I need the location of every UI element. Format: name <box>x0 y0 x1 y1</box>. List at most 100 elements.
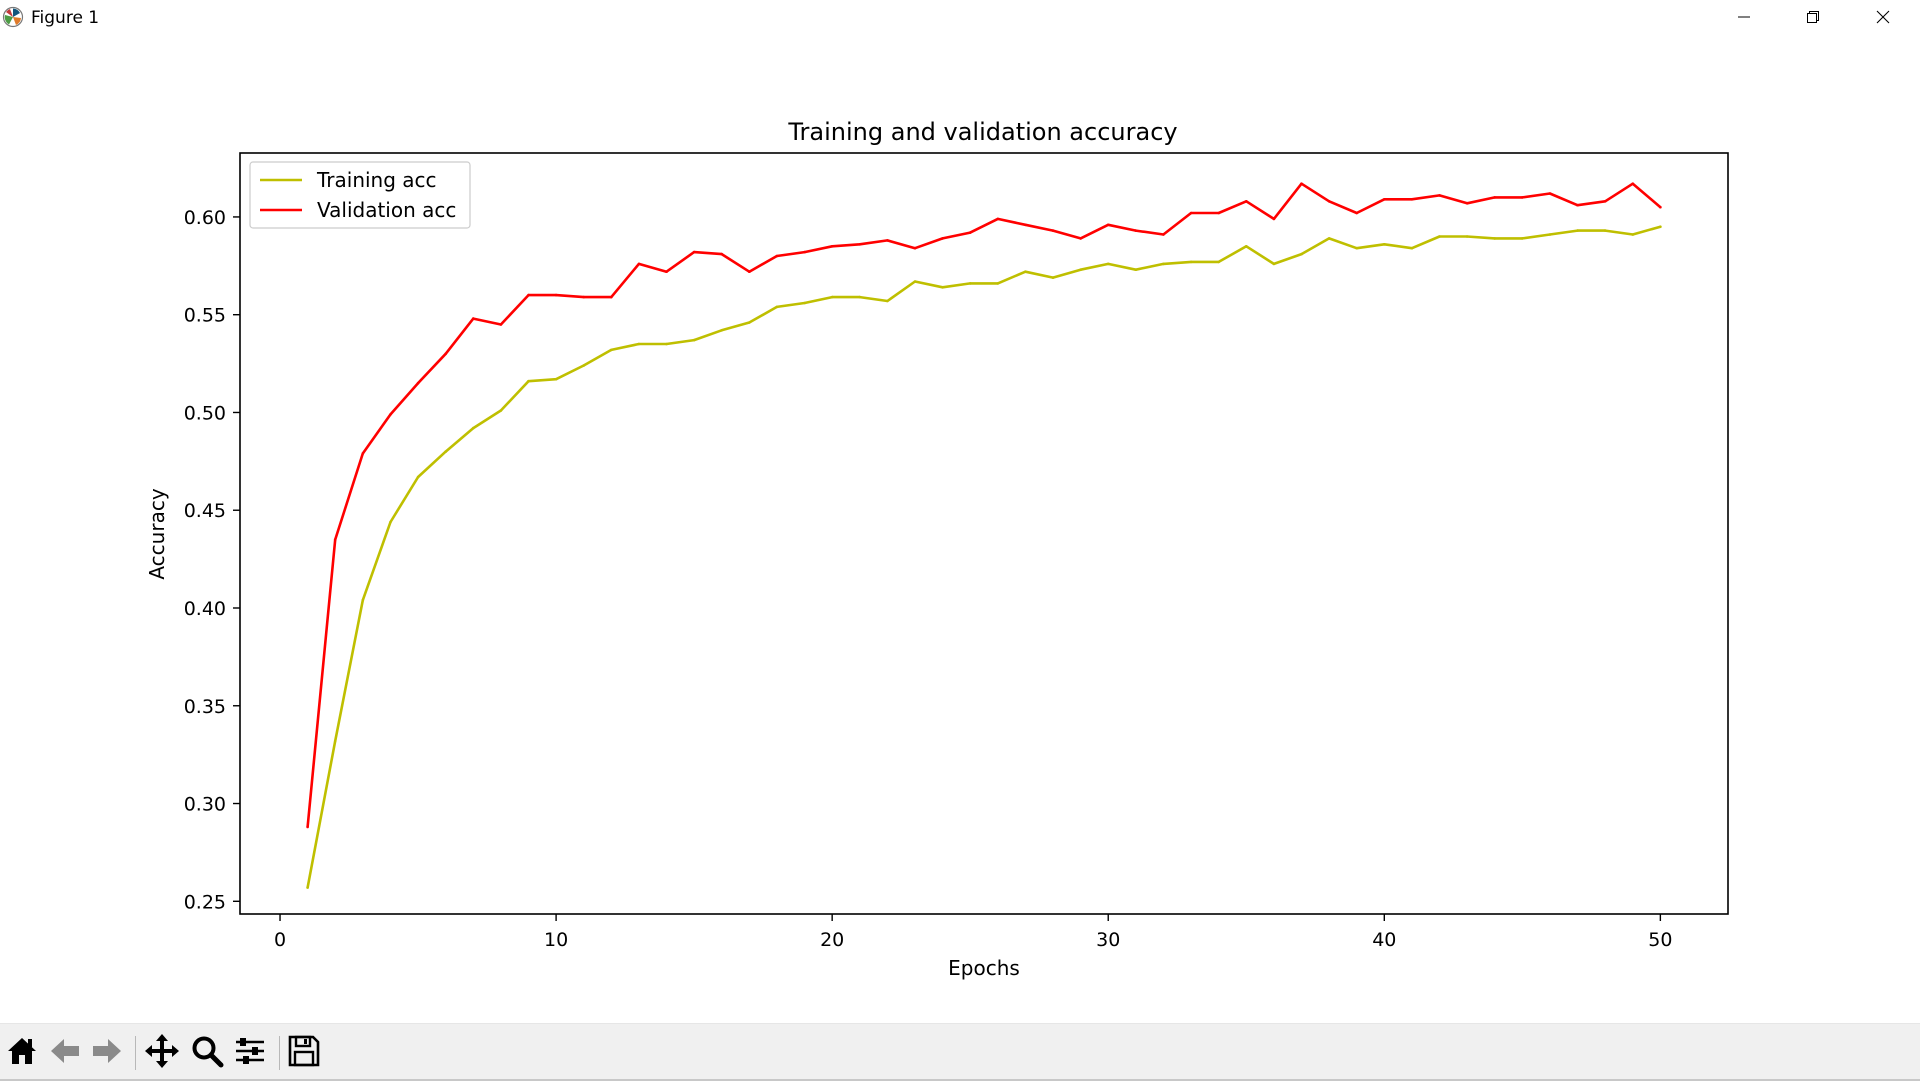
y-axis-label: Accuracy <box>145 488 169 579</box>
data-point <box>1217 260 1220 264</box>
data-point <box>913 246 917 250</box>
data-point <box>1493 196 1496 199</box>
data-point <box>361 598 365 602</box>
toolbar-separator <box>279 1036 280 1070</box>
data-point <box>1134 268 1138 272</box>
chart-title: Training and validation accuracy <box>787 118 1177 146</box>
data-point <box>1438 194 1441 197</box>
series-lines <box>306 182 1662 889</box>
data-point <box>1465 235 1469 238</box>
data-point <box>582 364 585 367</box>
y-tick-label: 0.45 <box>184 500 226 522</box>
data-point <box>968 282 972 285</box>
data-point <box>472 317 475 320</box>
x-tick-label: 40 <box>1372 929 1396 951</box>
minimize-button[interactable] <box>1714 0 1774 34</box>
data-point <box>333 538 337 541</box>
pan-button[interactable] <box>142 1033 182 1073</box>
data-point <box>1189 260 1193 264</box>
x-tick-label: 50 <box>1648 929 1672 951</box>
back-arrow-icon <box>48 1034 82 1072</box>
data-point <box>886 299 889 303</box>
data-point <box>1576 229 1579 232</box>
data-point <box>941 237 944 240</box>
data-point <box>1659 225 1662 228</box>
data-point <box>1162 233 1165 236</box>
zoom-icon <box>190 1034 224 1072</box>
data-point <box>748 270 751 274</box>
accuracy-chart: Training and validation accuracy 0 10 20 30… <box>145 118 1729 980</box>
data-point <box>720 329 723 332</box>
y-tick-label: 0.60 <box>184 207 226 229</box>
data-point <box>306 825 309 829</box>
data-point <box>444 352 448 356</box>
data-point <box>1383 243 1386 246</box>
y-tick-label: 0.25 <box>184 891 226 913</box>
data-point <box>1245 200 1248 203</box>
save-button[interactable] <box>284 1033 324 1073</box>
data-point <box>1548 192 1552 195</box>
data-point <box>389 413 392 416</box>
home-button[interactable] <box>2 1033 42 1073</box>
data-point <box>1079 237 1082 240</box>
data-point <box>858 295 862 299</box>
data-point <box>499 409 503 412</box>
restore-button[interactable] <box>1783 0 1843 34</box>
forward-arrow-icon <box>90 1034 124 1072</box>
data-point <box>1438 235 1441 238</box>
data-point <box>1272 262 1276 266</box>
data-point <box>637 262 641 266</box>
data-point <box>1051 276 1055 279</box>
data-point <box>1383 198 1386 201</box>
toolbar-separator <box>135 1036 136 1070</box>
data-point <box>1024 270 1027 274</box>
data-point <box>665 342 668 346</box>
data-point <box>1631 182 1635 185</box>
y-axis: 0.25 0.30 0.35 0.40 0.45 0.50 0.55 0.60 <box>184 207 240 913</box>
data-point <box>610 295 613 299</box>
y-tick-label: 0.30 <box>184 794 226 816</box>
data-point <box>748 321 751 324</box>
data-point <box>886 239 889 242</box>
data-point <box>1603 229 1607 232</box>
close-button[interactable] <box>1853 0 1913 34</box>
data-point <box>1189 211 1193 215</box>
figure-canvas[interactable]: Training and validation accuracy 0 10 20 30… <box>0 36 1920 1023</box>
data-point <box>1300 252 1303 256</box>
data-point <box>775 254 779 258</box>
data-point <box>361 452 365 455</box>
data-point <box>306 886 309 889</box>
data-point <box>1576 203 1579 207</box>
data-point <box>472 426 475 430</box>
forward-button[interactable] <box>87 1033 127 1073</box>
data-point <box>1410 246 1414 250</box>
data-point <box>913 280 917 283</box>
x-axis: 0 10 20 30 40 50 <box>274 914 1672 951</box>
data-point <box>1162 262 1165 266</box>
data-point <box>1603 200 1607 203</box>
data-point <box>1521 237 1524 240</box>
data-point <box>1272 217 1276 221</box>
x-tick-label: 0 <box>274 929 286 951</box>
data-point <box>858 243 862 246</box>
data-point <box>527 379 530 383</box>
data-point <box>1217 211 1220 215</box>
data-point <box>1106 223 1110 227</box>
data-point <box>554 293 558 297</box>
configure-subplots-button[interactable] <box>230 1033 270 1073</box>
zoom-button[interactable] <box>187 1033 227 1073</box>
data-point <box>720 252 723 256</box>
data-point <box>1300 182 1303 185</box>
data-point <box>416 381 420 385</box>
data-point <box>803 250 806 254</box>
data-point <box>692 338 696 342</box>
data-point <box>775 305 779 309</box>
data-point <box>444 450 448 453</box>
matplotlib-logo-icon <box>2 6 24 28</box>
navigation-toolbar <box>0 1023 1920 1081</box>
data-point <box>830 295 834 299</box>
data-point <box>1051 229 1055 232</box>
back-button[interactable] <box>45 1033 85 1073</box>
save-icon <box>287 1034 321 1072</box>
legend-label-training: Training acc <box>316 168 437 192</box>
